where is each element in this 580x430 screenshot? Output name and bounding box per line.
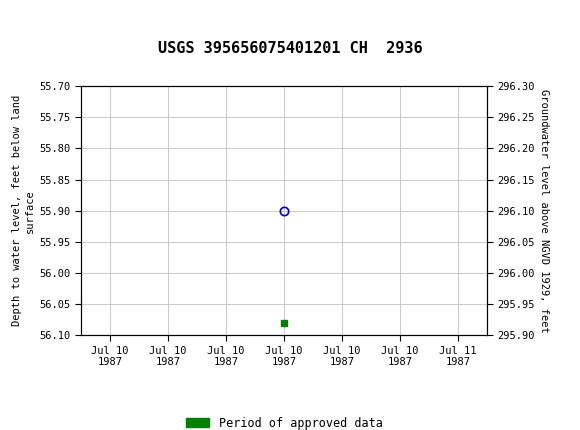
Bar: [6, 2, 81, 35]
Y-axis label: Groundwater level above NGVD 1929, feet: Groundwater level above NGVD 1929, feet: [539, 89, 549, 332]
Text: USGS 395656075401201 CH  2936: USGS 395656075401201 CH 2936: [158, 41, 422, 56]
Text: ▒USGS: ▒USGS: [12, 9, 57, 27]
Legend: Period of approved data: Period of approved data: [181, 412, 387, 430]
Y-axis label: Depth to water level, feet below land
surface: Depth to water level, feet below land su…: [12, 95, 35, 326]
